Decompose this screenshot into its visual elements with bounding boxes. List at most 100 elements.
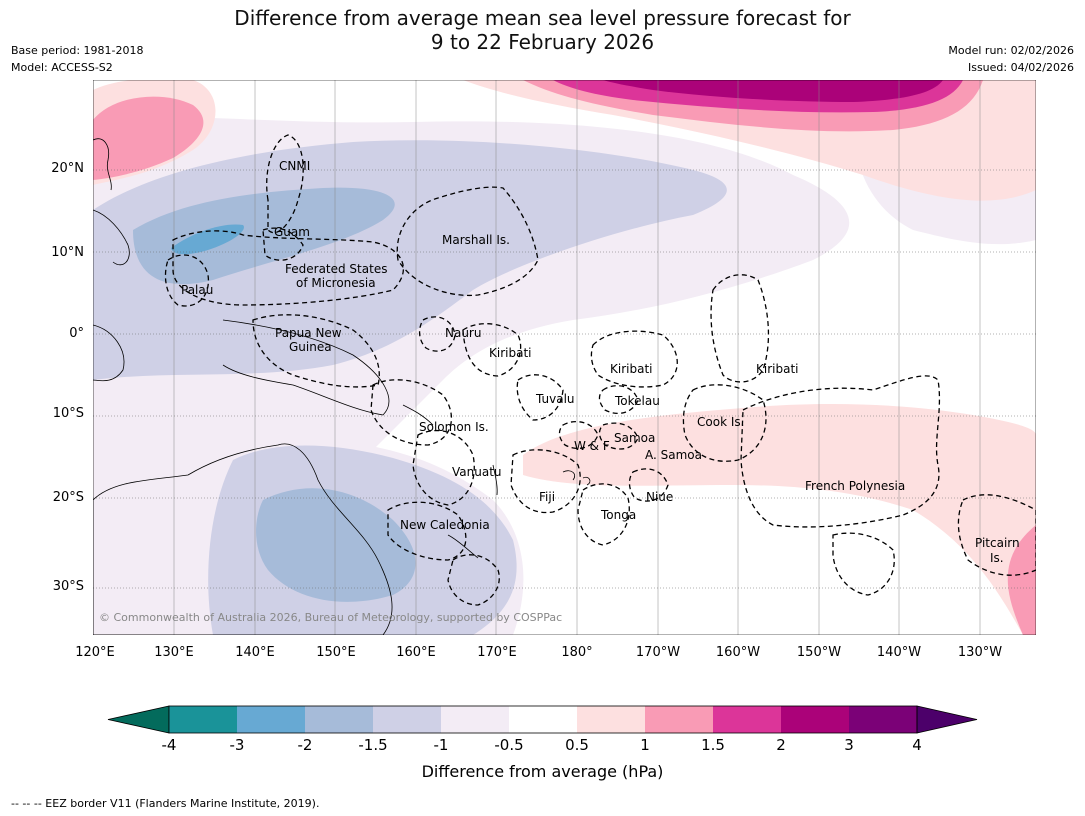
colorbar-low-extension xyxy=(107,705,170,734)
cb-tick-10: 2 xyxy=(776,736,786,754)
cb-tick-4: -1.5 xyxy=(358,736,388,754)
colorbar-label: Difference from average (hPa) xyxy=(421,762,664,781)
colorbar-segment-4 xyxy=(373,706,441,733)
lat-label-20s: 20°S xyxy=(52,490,84,505)
eez-kiribati-central xyxy=(590,330,678,388)
new-guinea-coast xyxy=(222,319,390,416)
philippines-coast xyxy=(93,138,130,266)
anomaly-region-pos05-south xyxy=(523,404,1036,635)
anomaly-region-neg15-south xyxy=(256,488,416,602)
lon-label-140e: 140°E xyxy=(235,645,275,660)
eez-tuvalu xyxy=(516,374,564,421)
eez-borders xyxy=(164,134,1036,606)
label-kiribati-west: Kiribati xyxy=(489,346,531,360)
label-tuvalu: Tuvalu xyxy=(535,392,575,406)
lon-label-160e: 160°E xyxy=(396,645,436,660)
eez-guam xyxy=(262,227,304,261)
colorbar-segment-3 xyxy=(305,706,373,733)
colorbar xyxy=(107,705,978,734)
eez-kiribati-west xyxy=(462,323,522,377)
eez-cook xyxy=(682,384,767,462)
lat-label-0: 0° xyxy=(69,326,84,341)
label-solomon: Solomon Is. xyxy=(419,420,489,434)
cb-tick-11: 3 xyxy=(844,736,854,754)
label-french-polynesia: French Polynesia xyxy=(805,479,905,493)
anomaly-region-pos1-southeast xyxy=(1007,525,1036,635)
cb-tick-2: -3 xyxy=(229,736,245,754)
lon-label-140w: 140°W xyxy=(876,645,922,660)
label-pitcairn-line2: Is. xyxy=(990,551,1004,565)
label-wf: W & F xyxy=(574,439,610,453)
lon-label-170e: 170°E xyxy=(477,645,517,660)
model-run: Model run: 02/02/2026 xyxy=(948,44,1074,57)
cb-tick-3: -2 xyxy=(297,736,313,754)
eez-fiji xyxy=(510,449,581,514)
lon-label-170w: 170°W xyxy=(635,645,681,660)
lon-label-150e: 150°E xyxy=(316,645,356,660)
colorbar-segment-7 xyxy=(577,706,645,733)
anomaly-region-pos1-northwest xyxy=(93,96,204,180)
cb-tick-5: -1 xyxy=(433,736,449,754)
eez-tokelau xyxy=(598,385,639,414)
meta-left: Base period: 1981-2018 Model: ACCESS-S2 xyxy=(11,42,143,76)
lon-label-150w: 150°W xyxy=(796,645,842,660)
eez-south-east xyxy=(832,532,895,596)
eez-norfolk xyxy=(447,554,500,606)
label-nauru: Nauru xyxy=(445,326,481,340)
lon-label-130e: 130°E xyxy=(154,645,194,660)
cb-tick-6: -0.5 xyxy=(494,736,524,754)
lon-label-160w: 160°W xyxy=(715,645,761,660)
title-line-2: 9 to 22 February 2026 xyxy=(430,30,655,54)
label-marshall: Marshall Is. xyxy=(442,233,510,247)
colorbar-segment-2 xyxy=(237,706,305,733)
eez-samoa xyxy=(598,422,639,450)
label-tokelau: Tokelau xyxy=(614,394,660,408)
latitude-gridlines xyxy=(93,169,1036,589)
eez-wf xyxy=(558,421,599,449)
colorbar-segment-10 xyxy=(781,706,849,733)
label-fiji: Fiji xyxy=(539,490,555,504)
label-png-line2: Guinea xyxy=(289,340,332,354)
eez-solomon xyxy=(370,379,452,446)
label-tonga: Tonga xyxy=(600,508,636,522)
eez-marshall xyxy=(396,186,539,297)
cb-tick-9: 1.5 xyxy=(701,736,725,754)
cb-tick-7: 0.5 xyxy=(565,736,589,754)
vanuatu-islands xyxy=(492,464,498,496)
label-asamoa: A. Samoa xyxy=(645,448,702,462)
cb-tick-12: 4 xyxy=(912,736,922,754)
colorbar-segment-9 xyxy=(713,706,781,733)
colorbar-segment-8 xyxy=(645,706,713,733)
colorbar-segment-11 xyxy=(849,706,917,733)
model-name: Model: ACCESS-S2 xyxy=(11,61,113,74)
colorbar-frame xyxy=(168,705,918,734)
map-title: Difference from average mean sea level p… xyxy=(0,6,1085,54)
label-kiribati-east: Kiribati xyxy=(756,362,798,376)
lon-label-180: 180° xyxy=(561,645,593,660)
label-guam: Guam xyxy=(274,225,310,239)
label-pitcairn-line1: Pitcairn xyxy=(975,536,1020,550)
cb-tick-1: -4 xyxy=(161,736,177,754)
eez-png xyxy=(252,314,380,388)
new-caledonia-coast xyxy=(447,534,479,559)
label-cook: Cook Is. xyxy=(697,415,744,429)
eez-micronesia xyxy=(172,230,404,306)
label-png-line1: Papua New xyxy=(275,326,342,340)
anomaly-region-pos2-north xyxy=(603,80,943,102)
eez-palau xyxy=(164,254,210,307)
colorbar-high-extension xyxy=(916,705,978,734)
eez-new-caledonia xyxy=(387,501,467,561)
lat-label-20n: 20°N xyxy=(51,161,84,176)
label-fsm-line2: of Micronesia xyxy=(296,276,376,290)
label-vanuatu: Vanuatu xyxy=(452,465,502,479)
meta-right: Model run: 02/02/2026 Issued: 04/02/2026 xyxy=(948,42,1074,76)
lat-label-10n: 10°N xyxy=(51,245,84,260)
australia-coast xyxy=(93,443,393,635)
label-new-caledonia: New Caledonia xyxy=(400,518,490,532)
coastlines xyxy=(93,138,591,635)
cb-tick-8: 1 xyxy=(640,736,650,754)
eez-nauru xyxy=(418,316,456,352)
eez-pitcairn xyxy=(957,494,1036,576)
label-cnmi: CNMI xyxy=(279,159,310,173)
label-fsm-line1: Federated States xyxy=(285,262,387,276)
